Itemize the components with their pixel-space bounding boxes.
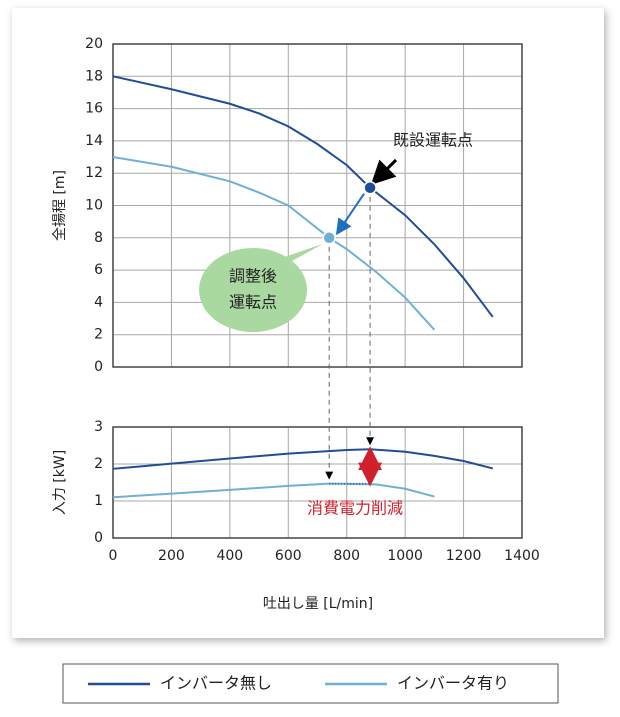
y-tick-label: 12 <box>85 165 103 181</box>
point-label: 既設運転点 <box>393 131 473 150</box>
point-label: 調整後 <box>229 267 277 286</box>
x-tick-label: 1200 <box>446 548 482 564</box>
y-tick-label: 3 <box>94 419 103 435</box>
series-line <box>112 482 435 499</box>
x-tick-label: 1400 <box>504 548 540 564</box>
x-tick-label: 1000 <box>387 548 423 564</box>
x-tick-label: 0 <box>109 548 118 564</box>
series-line <box>112 156 436 331</box>
y-tick-label: 16 <box>85 101 103 117</box>
point-label: 運転点 <box>229 293 277 312</box>
y-tick-label: 2 <box>94 327 103 343</box>
y-axis-label: 全揚程 [m] <box>51 170 68 241</box>
legend-label: インバータ無し <box>160 674 272 693</box>
plot-border <box>112 43 523 368</box>
y-tick-label: 1 <box>94 493 103 509</box>
legend-label: インバータ有り <box>397 674 509 693</box>
shift-arrow <box>335 193 365 236</box>
label-arrow <box>370 158 398 185</box>
x-tick-label: 200 <box>158 548 185 564</box>
series-line <box>112 75 494 318</box>
x-tick-label: 400 <box>216 548 243 564</box>
callout-bubble <box>199 248 307 332</box>
y-tick-label: 0 <box>94 359 103 375</box>
plot-border <box>112 426 523 539</box>
y-tick-label: 4 <box>94 294 103 310</box>
x-tick-label: 600 <box>275 548 302 564</box>
y-tick-label: 0 <box>94 530 103 546</box>
x-axis-label: 吐出し量 [L/min] <box>263 596 373 612</box>
operating-point <box>363 180 377 195</box>
y-axis-label: 入力 [kW] <box>52 450 68 515</box>
y-tick-label: 20 <box>85 36 103 52</box>
y-tick-label: 6 <box>94 262 103 278</box>
plot-area <box>113 427 522 538</box>
y-tick-label: 10 <box>85 198 103 214</box>
x-tick-label: 800 <box>333 548 360 564</box>
annotation: 消費電力削減 <box>307 499 403 518</box>
operating-point <box>322 231 336 245</box>
y-tick-label: 18 <box>85 68 103 84</box>
y-tick-label: 14 <box>85 133 103 149</box>
y-tick-label: 2 <box>94 456 103 472</box>
y-tick-label: 8 <box>94 230 103 246</box>
